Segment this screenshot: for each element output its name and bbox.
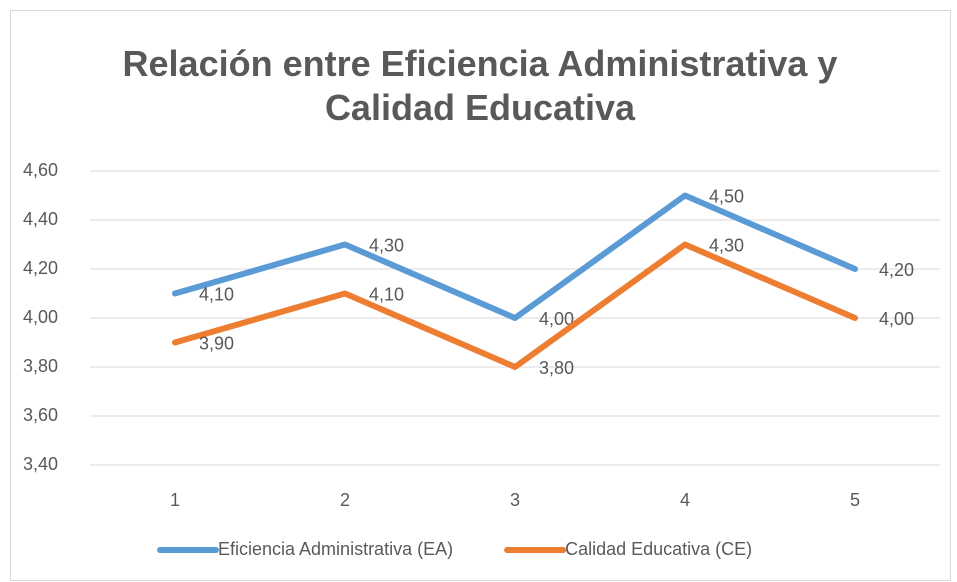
y-tick-label: 4,20 [23, 258, 58, 278]
chart-border [10, 10, 951, 581]
data-label: 4,30 [709, 235, 744, 255]
data-label: 4,10 [369, 284, 404, 304]
y-tick-label: 3,60 [23, 405, 58, 425]
chart-title: Relación entre Eficiencia Administrativa… [122, 43, 838, 128]
data-label: 4,00 [539, 309, 574, 329]
x-tick-label: 4 [680, 490, 690, 510]
legend-label: Eficiencia Administrativa (EA) [218, 539, 453, 559]
x-tick-label: 3 [510, 490, 520, 510]
data-label: 3,80 [539, 358, 574, 378]
series-line [172, 192, 858, 321]
x-tick-label: 1 [170, 490, 180, 510]
data-label: 4,00 [879, 309, 914, 329]
y-tick-label: 4,40 [23, 209, 58, 229]
legend-label: Calidad Educativa (CE) [565, 539, 752, 559]
data-label: 4,50 [709, 186, 744, 206]
data-label: 3,90 [199, 333, 234, 353]
x-tick-label: 5 [850, 490, 860, 510]
y-tick-label: 3,40 [23, 454, 58, 474]
data-label: 4,20 [879, 260, 914, 280]
y-tick-label: 3,80 [23, 356, 58, 376]
data-label: 4,10 [199, 284, 234, 304]
x-tick-label: 2 [340, 490, 350, 510]
data-label: 4,30 [369, 235, 404, 255]
y-tick-label: 4,00 [23, 307, 58, 327]
series-line [172, 241, 858, 370]
y-tick-label: 4,60 [23, 160, 58, 180]
